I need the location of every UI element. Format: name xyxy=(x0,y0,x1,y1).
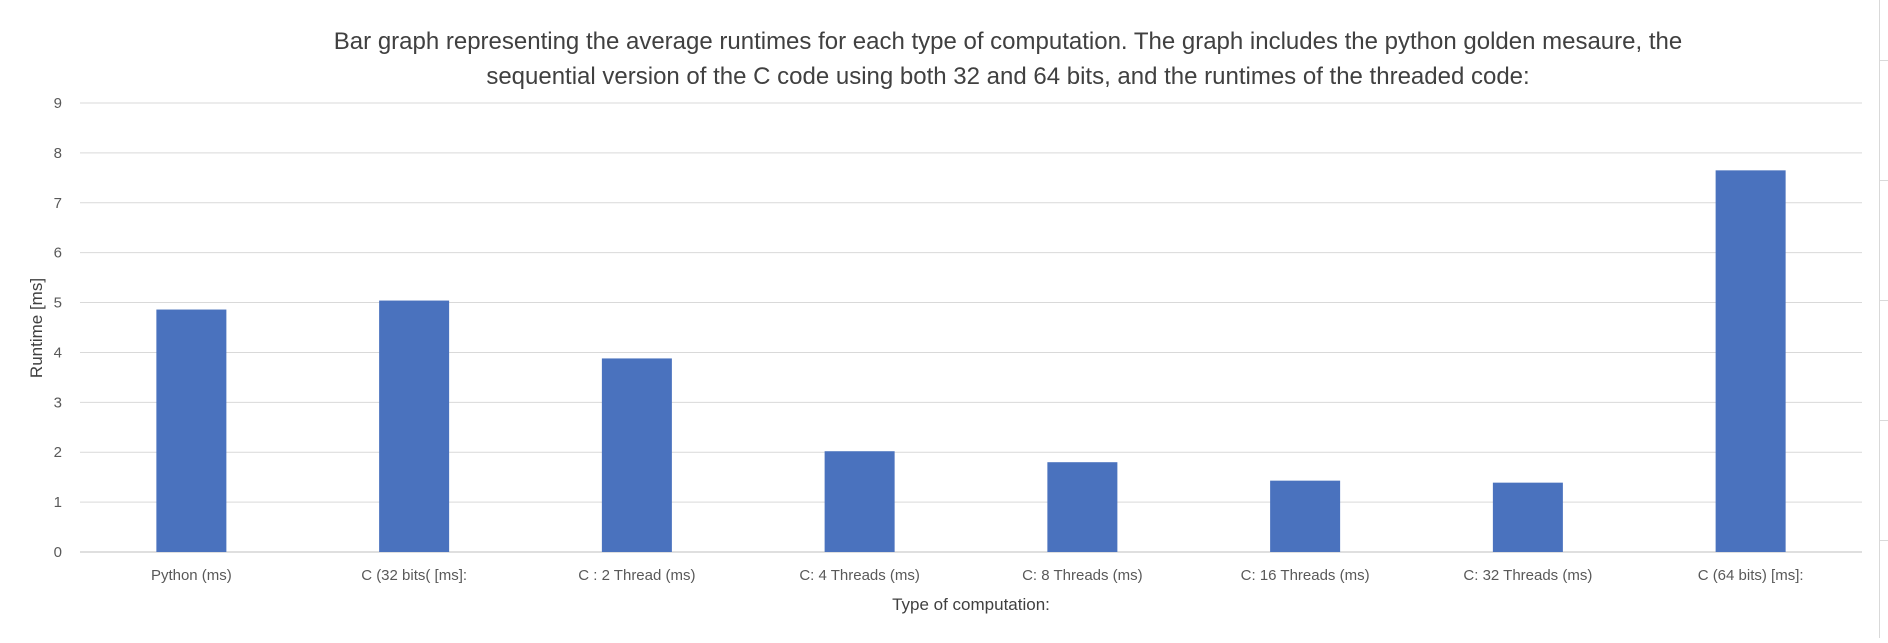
y-tick-label: 1 xyxy=(54,494,62,511)
x-tick-label: C (64 bits) [ms]: xyxy=(1698,567,1804,584)
bar xyxy=(1047,462,1118,552)
y-tick-label: 2 xyxy=(54,444,62,461)
x-axis-label: Type of computation: xyxy=(892,595,1050,614)
right-edge-panel xyxy=(1879,0,1888,638)
x-tick-label: C: 4 Threads (ms) xyxy=(799,567,920,584)
edge-tick xyxy=(1880,180,1888,181)
chart-title-line: Bar graph representing the average runti… xyxy=(334,28,1682,55)
gridlines xyxy=(80,102,1862,553)
edge-tick xyxy=(1880,420,1888,421)
edge-tick xyxy=(1880,60,1888,61)
y-tick-label: 4 xyxy=(54,344,62,361)
chart-title: Bar graph representing the average runti… xyxy=(334,28,1682,90)
bar xyxy=(156,309,227,552)
bar xyxy=(1715,170,1786,552)
y-tick-label: 3 xyxy=(54,394,62,411)
x-tick-label: C : 2 Thread (ms) xyxy=(578,567,695,584)
x-tick-label: C: 8 Threads (ms) xyxy=(1022,567,1143,584)
x-tick-label: C: 16 Threads (ms) xyxy=(1241,567,1370,584)
bar xyxy=(824,451,895,552)
y-tick-label: 5 xyxy=(54,295,62,312)
bar xyxy=(379,300,450,552)
y-tick-label: 7 xyxy=(54,195,62,212)
y-tick-label: 9 xyxy=(54,95,62,112)
bar xyxy=(601,358,672,552)
x-tick-label: Python (ms) xyxy=(151,567,232,584)
bar xyxy=(1492,482,1563,552)
x-tick-label: C (32 bits( [ms]: xyxy=(361,567,467,584)
x-tick-label: C: 32 Threads (ms) xyxy=(1463,567,1592,584)
edge-tick xyxy=(1880,540,1888,541)
y-tick-label: 0 xyxy=(54,544,62,561)
bar xyxy=(1270,480,1341,552)
x-axis-ticks: Python (ms) C (32 bits( [ms]: C : 2 Thread… xyxy=(151,567,1804,584)
y-axis-label: Runtime [ms] xyxy=(27,278,46,378)
y-axis-ticks: 0 1 2 3 4 5 6 7 8 9 xyxy=(54,95,62,561)
chart-title-line: sequential version of the C code using b… xyxy=(486,63,1529,90)
y-tick-label: 8 xyxy=(54,145,62,162)
edge-tick xyxy=(1880,300,1888,301)
bars xyxy=(156,170,1786,552)
y-tick-label: 6 xyxy=(54,245,62,262)
